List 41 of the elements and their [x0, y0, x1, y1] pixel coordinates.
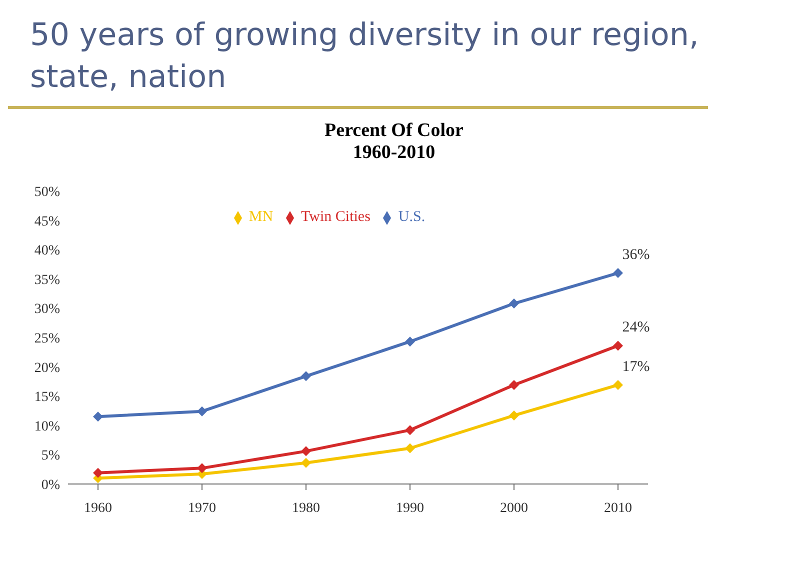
point [509, 380, 519, 390]
annotation: 17% [622, 358, 650, 375]
x-tick-label: 1990 [396, 500, 424, 516]
y-tick-label: 50% [34, 184, 60, 200]
point [93, 412, 103, 422]
y-tick-label: 30% [34, 302, 60, 318]
y-tick-label: 35% [34, 272, 60, 288]
y-tick-label: 5% [41, 448, 60, 464]
y-tick-label: 15% [34, 390, 60, 406]
point [405, 336, 415, 347]
x-tick-label: 2010 [604, 500, 632, 516]
point [613, 268, 623, 278]
point [613, 380, 623, 390]
y-tick-label: 45% [34, 214, 60, 230]
x-tick-label: 1960 [84, 500, 112, 516]
point [613, 340, 623, 351]
legend-label: Twin Cities [301, 209, 370, 225]
x-tick-label: 1980 [292, 500, 320, 516]
chart-title: 50 years of growing diversity in our region, state, nation [29, 16, 700, 97]
y-tick-label: 25% [34, 331, 60, 346]
x-tick-label: 2000 [500, 500, 528, 516]
point [93, 468, 103, 478]
y-tick-label: 20% [34, 360, 60, 376]
legend-label: MN [248, 209, 274, 225]
point [301, 446, 311, 456]
chart-subtitle: Percent Of Color 1960-2010 [324, 120, 464, 164]
y-tick-label: 40% [34, 244, 60, 259]
annotation: 36% [622, 247, 650, 264]
point [301, 371, 311, 382]
point [405, 425, 415, 436]
y-tick-label: 0% [41, 478, 60, 493]
point [509, 298, 519, 309]
point [197, 463, 207, 474]
point [301, 458, 311, 468]
y-tick-label: 10% [34, 419, 60, 434]
x-tick-label: 1970 [188, 500, 216, 516]
point [405, 443, 415, 454]
legend-label: U.S. [398, 209, 426, 225]
point [197, 406, 207, 416]
annotation: 24% [622, 320, 650, 336]
point [509, 410, 519, 420]
